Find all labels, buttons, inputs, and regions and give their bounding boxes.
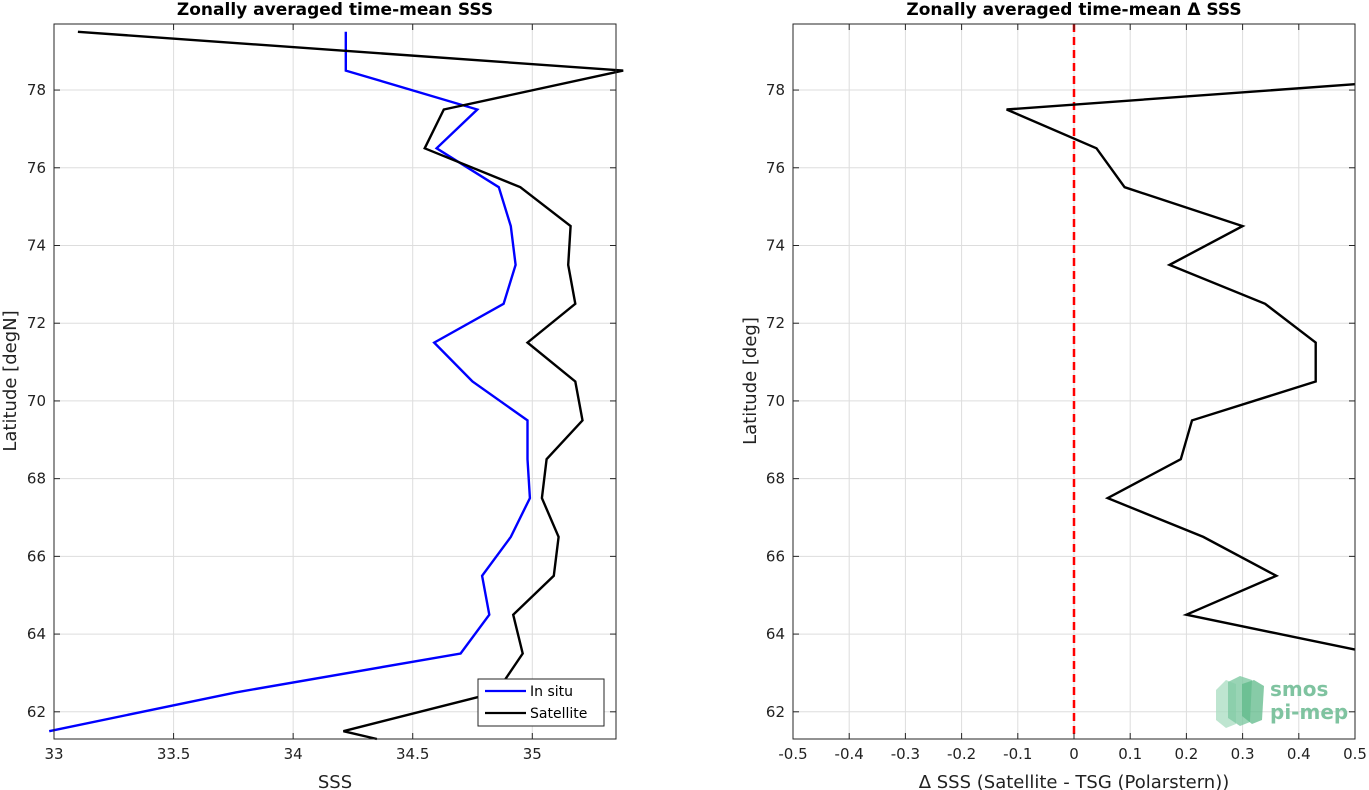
x-tick-label: 33 [44, 745, 63, 763]
y-tick-label: 78 [27, 81, 46, 99]
right-chart-title: Zonally averaged time-mean Δ SSS [906, 0, 1241, 20]
left-axes-box [53, 23, 617, 740]
legend-box [477, 678, 605, 727]
y-tick-label: 62 [766, 703, 785, 721]
y-tick-label: 76 [27, 159, 46, 177]
x-tick-label: 0.1 [1118, 745, 1142, 763]
logo-text-pi-mep: pi-mep [1270, 700, 1348, 724]
y-tick-label: 68 [766, 470, 785, 488]
x-tick-label: 34 [284, 745, 303, 763]
smos-pi-mep-logo: smos pi-mep [1216, 676, 1348, 728]
y-tick-label: 64 [27, 625, 46, 643]
x-tick-label: 0.2 [1174, 745, 1198, 763]
y-tick-label: 64 [766, 625, 785, 643]
y-tick-label: 70 [27, 392, 46, 410]
x-tick-label: -0.4 [835, 745, 864, 763]
left-grid [53, 24, 616, 739]
x-tick-label: 34.5 [396, 745, 429, 763]
left-x-ticks: 33 33.5 34 34.5 35 [44, 24, 542, 763]
x-tick-label: 0.5 [1343, 745, 1367, 763]
left-x-axis-label: SSS [318, 772, 352, 790]
series-line-delta-sss [1006, 83, 1356, 651]
y-tick-label: 72 [766, 314, 785, 332]
left-panel: 33 33.5 34 34.5 35 62 64 66 68 70 72 74 76 78 Zonall… [0, 0, 624, 790]
right-series-lines [1006, 83, 1356, 651]
y-tick-label: 78 [766, 81, 785, 99]
x-tick-label: 35 [523, 745, 542, 763]
x-tick-label: 33.5 [157, 745, 190, 763]
left-y-ticks: 62 64 66 68 70 72 74 76 78 [27, 81, 616, 721]
left-chart-title: Zonally averaged time-mean SSS [177, 0, 493, 20]
right-x-ticks: -0.5 -0.4 -0.3 -0.2 -0.1 0 0.1 0.2 0.3 0.4 0.5 [778, 24, 1367, 763]
legend: In situ Satellite [477, 678, 605, 727]
right-x-axis-label: Δ SSS (Satellite - TSG (Polarstern)) [919, 772, 1230, 790]
legend-label-satellite: Satellite [530, 706, 587, 722]
right-y-axis-label: Latitude [deg] [740, 317, 761, 445]
logo-mark-shape-3 [1242, 680, 1264, 724]
right-y-ticks: 62 64 66 68 70 72 74 76 78 [766, 81, 1355, 721]
y-tick-label: 74 [27, 236, 46, 254]
x-tick-label: -0.1 [1003, 745, 1032, 763]
left-series-lines [48, 30, 624, 741]
right-panel: -0.5 -0.4 -0.3 -0.2 -0.1 0 0.1 0.2 0.3 0.4 0.5 626… [740, 0, 1367, 790]
y-tick-label: 72 [27, 314, 46, 332]
logo-text-smos: smos [1270, 677, 1328, 701]
y-tick-label: 66 [766, 547, 785, 565]
y-tick-label: 62 [27, 703, 46, 721]
y-tick-label: 70 [766, 392, 785, 410]
legend-label-in-situ: In situ [530, 684, 573, 700]
x-tick-label: 0.4 [1287, 745, 1311, 763]
y-tick-label: 74 [766, 236, 785, 254]
x-tick-label: 0 [1069, 745, 1079, 763]
y-tick-label: 76 [766, 159, 785, 177]
y-tick-label: 68 [27, 470, 46, 488]
series-line-satellite [77, 30, 624, 741]
series-line-in-situ [48, 31, 532, 733]
x-tick-label: -0.3 [891, 745, 920, 763]
x-tick-label: 0.3 [1231, 745, 1255, 763]
x-tick-label: -0.5 [778, 745, 807, 763]
x-tick-label: -0.2 [947, 745, 976, 763]
y-tick-label: 66 [27, 547, 46, 565]
left-y-axis-label: Latitude [degN] [0, 310, 21, 451]
